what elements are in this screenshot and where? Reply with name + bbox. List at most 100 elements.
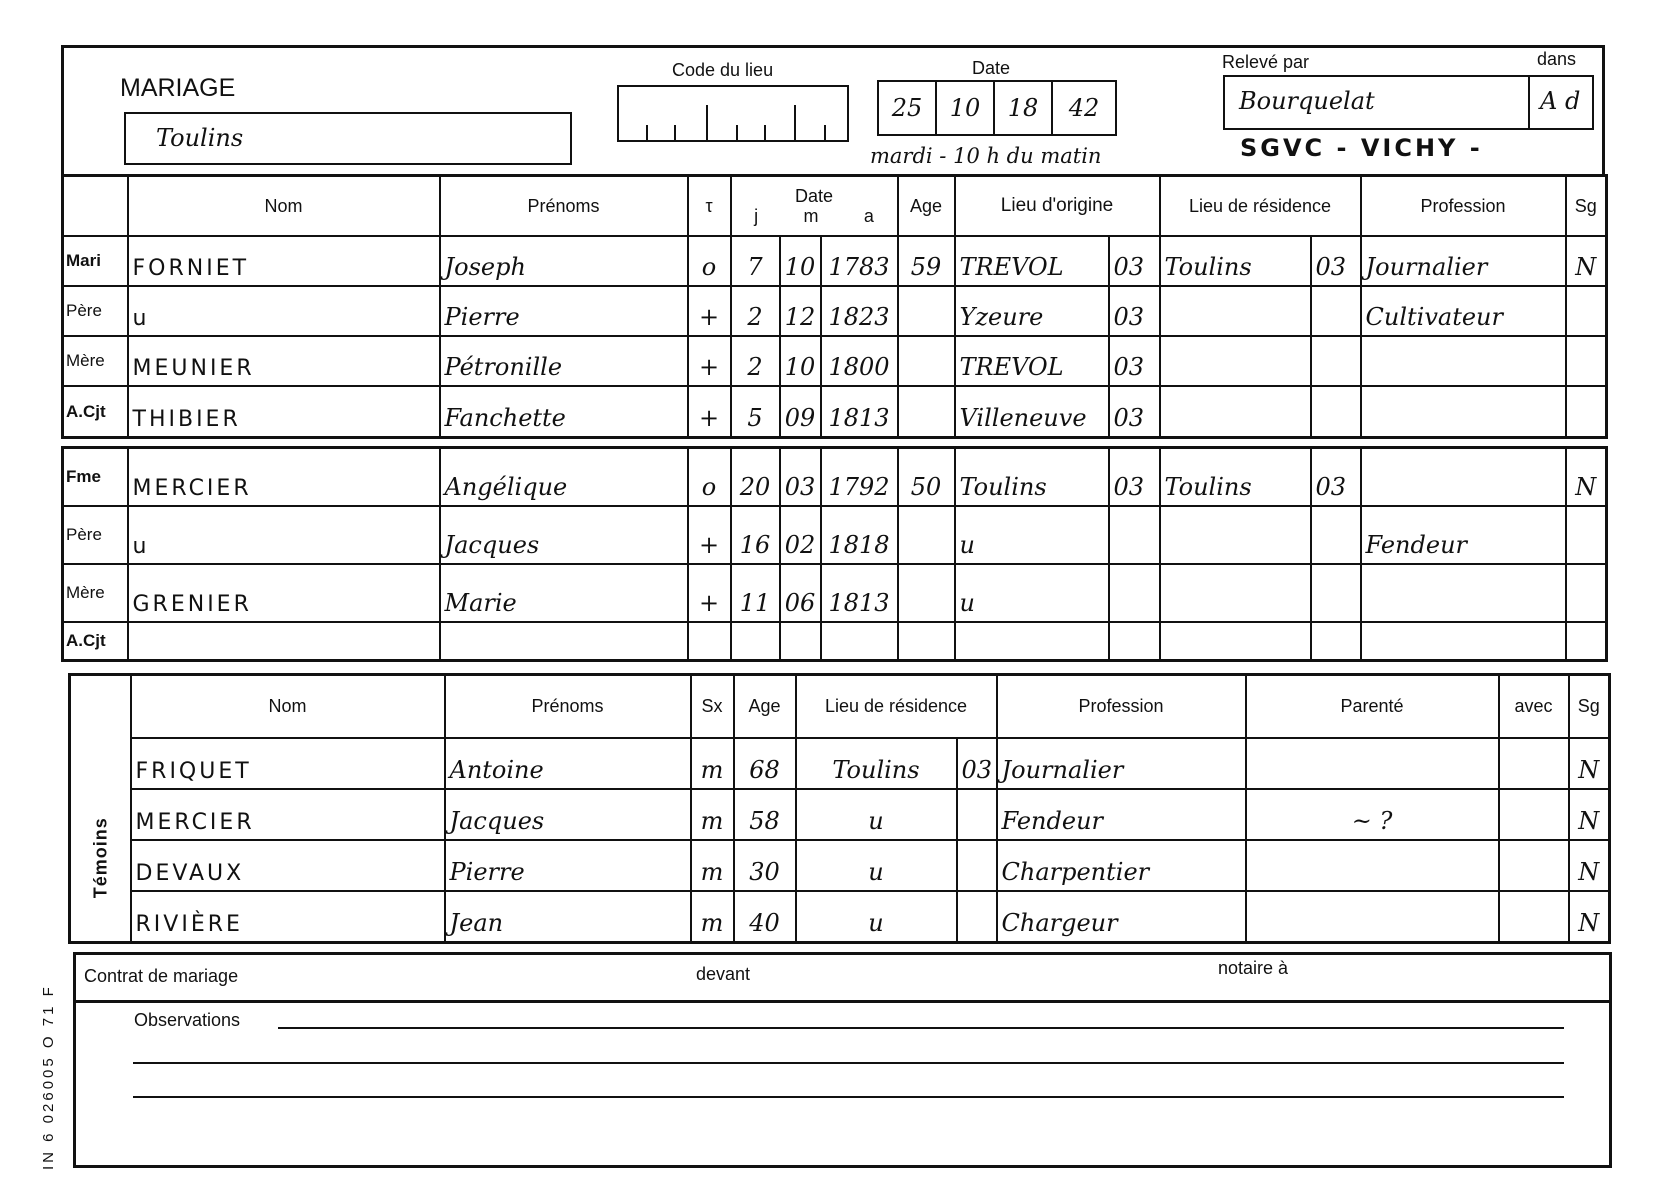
prenoms-cell[interactable]: Pétronille xyxy=(438,335,689,388)
nom-cell[interactable]: FRIQUET xyxy=(129,736,446,790)
date-field[interactable]: 25 10 18 42 xyxy=(877,80,1117,136)
contrat-label[interactable]: Contrat de mariage xyxy=(84,966,239,986)
sg-cell[interactable]: N xyxy=(1567,787,1611,841)
residence-cell[interactable] xyxy=(1158,385,1312,439)
year-cell[interactable]: 1818 xyxy=(819,505,899,566)
notaire-label[interactable]: notaire à xyxy=(1218,958,1289,978)
sg-cell[interactable] xyxy=(1564,563,1608,624)
year-cell[interactable]: 1783 xyxy=(819,234,899,287)
origine-cell[interactable]: TREVOL xyxy=(953,234,1110,287)
day-cell[interactable]: 2 xyxy=(729,284,781,338)
profession-cell[interactable]: Journalier xyxy=(995,736,1247,790)
tau-cell[interactable]: + xyxy=(686,385,732,439)
prenoms-cell[interactable]: Fanchette xyxy=(438,385,689,439)
origine-dep-cell[interactable]: 03 xyxy=(1107,234,1161,287)
prenoms-cell[interactable]: Pierre xyxy=(438,284,689,338)
parente-cell[interactable] xyxy=(1244,889,1500,944)
age-cell[interactable]: 40 xyxy=(732,889,797,944)
age-cell[interactable]: 68 xyxy=(732,736,797,790)
origine-dep-cell[interactable] xyxy=(1107,563,1161,624)
residence-cell[interactable] xyxy=(1158,505,1312,566)
residence-dep-cell[interactable] xyxy=(1309,335,1362,388)
age-cell[interactable] xyxy=(896,621,956,662)
month-cell[interactable]: 12 xyxy=(778,284,822,338)
tau-cell[interactable]: + xyxy=(686,563,732,624)
nom-cell[interactable]: MEUNIER xyxy=(126,335,441,388)
tau-cell[interactable] xyxy=(686,621,732,662)
origine-cell[interactable]: u xyxy=(953,505,1110,566)
origine-dep-cell[interactable]: 03 xyxy=(1107,446,1161,508)
residence-cell[interactable] xyxy=(1158,563,1312,624)
year-cell[interactable]: 1792 xyxy=(819,446,899,508)
prenoms-cell[interactable]: Marie xyxy=(438,563,689,624)
nom-cell[interactable]: FORNIET xyxy=(126,234,441,287)
residence-cell[interactable]: u xyxy=(794,787,958,841)
month-cell[interactable]: 06 xyxy=(778,563,822,624)
origine-dep-cell[interactable] xyxy=(1107,621,1161,662)
residence-cell[interactable] xyxy=(1158,621,1312,662)
residence-cell[interactable] xyxy=(1158,284,1312,338)
residence-cell[interactable]: u xyxy=(794,838,958,892)
nom-cell[interactable]: GRENIER xyxy=(126,563,441,624)
releve-par-field[interactable]: Bourquelat xyxy=(1223,75,1530,130)
avec-cell[interactable] xyxy=(1497,736,1570,790)
observations-line-3[interactable] xyxy=(133,1096,1564,1098)
profession-cell[interactable]: Fendeur xyxy=(995,787,1247,841)
residence-dep-cell[interactable] xyxy=(955,838,998,892)
year-cell[interactable]: 1813 xyxy=(819,385,899,439)
residence-dep-cell[interactable] xyxy=(1309,621,1362,662)
origine-dep-cell[interactable]: 03 xyxy=(1107,385,1161,439)
sg-cell[interactable]: N xyxy=(1564,234,1608,287)
tau-cell[interactable]: + xyxy=(686,505,732,566)
age-cell[interactable] xyxy=(896,505,956,566)
residence-cell[interactable]: Toulins xyxy=(1158,446,1312,508)
day-cell[interactable]: 2 xyxy=(729,335,781,388)
day-cell[interactable] xyxy=(729,621,781,662)
age-cell[interactable] xyxy=(896,385,956,439)
residence-dep-cell[interactable] xyxy=(1309,563,1362,624)
profession-cell[interactable]: Journalier xyxy=(1359,234,1567,287)
year-cell[interactable] xyxy=(819,621,899,662)
profession-cell[interactable]: Fendeur xyxy=(1359,505,1567,566)
profession-cell[interactable]: Cultivateur xyxy=(1359,284,1567,338)
parente-cell[interactable] xyxy=(1244,736,1500,790)
sx-cell[interactable]: m xyxy=(689,889,735,944)
avec-cell[interactable] xyxy=(1497,889,1570,944)
avec-cell[interactable] xyxy=(1497,838,1570,892)
profession-cell[interactable] xyxy=(1359,446,1567,508)
sx-cell[interactable]: m xyxy=(689,787,735,841)
residence-cell[interactable]: Toulins xyxy=(794,736,958,790)
origine-cell[interactable]: Toulins xyxy=(953,446,1110,508)
month-cell[interactable]: 10 xyxy=(778,234,822,287)
place-field[interactable]: Toulins xyxy=(124,112,572,165)
origine-cell[interactable]: Villeneuve xyxy=(953,385,1110,439)
tau-cell[interactable]: + xyxy=(686,284,732,338)
avec-cell[interactable] xyxy=(1497,787,1570,841)
age-cell[interactable]: 59 xyxy=(896,234,956,287)
nom-cell[interactable]: MERCIER xyxy=(129,787,446,841)
month-cell[interactable] xyxy=(778,621,822,662)
residence-dep-cell[interactable] xyxy=(1309,385,1362,439)
day-cell[interactable]: 11 xyxy=(729,563,781,624)
age-cell[interactable] xyxy=(896,284,956,338)
code-du-lieu-field[interactable] xyxy=(617,85,849,142)
profession-cell[interactable] xyxy=(1359,335,1567,388)
residence-cell[interactable] xyxy=(1158,335,1312,388)
nom-cell[interactable] xyxy=(126,621,441,662)
nom-cell[interactable]: u xyxy=(126,284,441,338)
origine-cell[interactable]: u xyxy=(953,563,1110,624)
age-cell[interactable] xyxy=(896,335,956,388)
tau-cell[interactable]: o xyxy=(686,446,732,508)
sx-cell[interactable]: m xyxy=(689,736,735,790)
day-cell[interactable]: 16 xyxy=(729,505,781,566)
nom-cell[interactable]: THIBIER xyxy=(126,385,441,439)
nom-cell[interactable]: DEVAUX xyxy=(129,838,446,892)
sg-cell[interactable]: N xyxy=(1567,889,1611,944)
prenoms-cell[interactable]: Pierre xyxy=(443,838,692,892)
year-cell[interactable]: 1800 xyxy=(819,335,899,388)
profession-cell[interactable] xyxy=(1359,563,1567,624)
dans-field[interactable]: A d xyxy=(1528,75,1594,130)
tau-cell[interactable]: + xyxy=(686,335,732,388)
sg-cell[interactable] xyxy=(1564,284,1608,338)
observations-line-2[interactable] xyxy=(133,1062,1564,1064)
